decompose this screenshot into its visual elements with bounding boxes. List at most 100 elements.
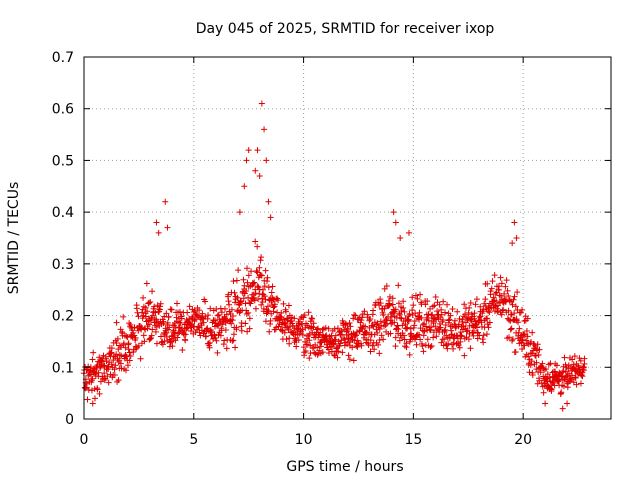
data-point bbox=[145, 299, 152, 306]
data-point bbox=[456, 315, 463, 322]
data-point bbox=[111, 366, 118, 373]
data-point bbox=[212, 317, 219, 324]
data-point bbox=[463, 328, 470, 335]
data-point bbox=[482, 302, 489, 309]
data-point bbox=[132, 334, 139, 341]
data-point bbox=[222, 326, 229, 333]
data-point bbox=[392, 219, 399, 226]
data-point bbox=[151, 303, 158, 310]
data-point bbox=[449, 306, 456, 313]
data-point bbox=[451, 317, 458, 324]
data-point bbox=[471, 315, 478, 322]
data-point bbox=[116, 357, 123, 364]
data-point bbox=[466, 330, 473, 337]
data-point bbox=[370, 307, 377, 314]
data-point bbox=[405, 229, 412, 236]
data-point bbox=[137, 355, 144, 362]
data-point bbox=[124, 334, 131, 341]
data-point bbox=[168, 306, 175, 313]
data-point bbox=[232, 344, 239, 351]
data-point bbox=[138, 324, 145, 331]
data-point bbox=[351, 311, 358, 318]
data-point bbox=[108, 361, 115, 368]
data-point bbox=[242, 300, 249, 307]
data-point bbox=[186, 303, 193, 310]
data-point bbox=[255, 296, 262, 303]
data-point bbox=[457, 332, 464, 339]
data-point bbox=[240, 295, 247, 302]
data-point bbox=[305, 309, 312, 316]
data-point bbox=[502, 283, 509, 290]
data-point bbox=[135, 313, 142, 320]
data-point bbox=[528, 358, 535, 365]
data-point bbox=[308, 315, 315, 322]
data-point bbox=[99, 358, 106, 365]
data-point bbox=[238, 298, 245, 305]
data-point bbox=[169, 343, 176, 350]
data-point bbox=[423, 323, 430, 330]
data-point bbox=[331, 352, 338, 359]
data-point bbox=[387, 330, 394, 337]
data-point bbox=[251, 279, 258, 286]
data-point bbox=[371, 346, 378, 353]
data-point bbox=[282, 320, 289, 327]
data-point bbox=[430, 334, 437, 341]
data-point bbox=[135, 342, 142, 349]
data-point bbox=[291, 315, 298, 322]
data-point bbox=[122, 367, 129, 374]
data-point bbox=[479, 336, 486, 343]
data-point bbox=[307, 342, 314, 349]
data-point bbox=[313, 326, 320, 333]
data-point bbox=[519, 306, 526, 313]
data-point bbox=[510, 296, 517, 303]
data-point bbox=[480, 332, 487, 339]
data-point bbox=[386, 293, 393, 300]
data-point bbox=[454, 308, 461, 315]
data-point bbox=[350, 357, 357, 364]
data-point bbox=[461, 301, 468, 308]
data-point bbox=[450, 334, 457, 341]
data-point bbox=[490, 294, 497, 301]
data-point bbox=[369, 342, 376, 349]
data-point bbox=[381, 305, 388, 312]
data-point bbox=[436, 301, 443, 308]
data-point bbox=[149, 288, 156, 295]
data-point bbox=[252, 305, 259, 312]
data-point bbox=[450, 345, 457, 352]
data-point bbox=[245, 309, 252, 316]
data-point bbox=[133, 305, 140, 312]
data-point bbox=[314, 325, 321, 332]
data-point bbox=[367, 337, 374, 344]
data-point bbox=[432, 294, 439, 300]
data-point bbox=[84, 396, 91, 403]
data-point bbox=[508, 325, 515, 332]
data-point bbox=[335, 348, 342, 355]
data-point bbox=[525, 353, 532, 360]
data-point bbox=[230, 331, 237, 338]
data-point bbox=[346, 356, 353, 363]
data-point bbox=[96, 390, 103, 397]
data-point bbox=[148, 332, 155, 339]
data-point bbox=[118, 365, 125, 372]
data-point bbox=[110, 357, 117, 364]
data-point bbox=[503, 277, 510, 284]
data-point bbox=[87, 367, 94, 374]
data-point bbox=[473, 324, 480, 331]
data-point bbox=[358, 317, 365, 324]
data-point bbox=[225, 298, 232, 305]
data-point bbox=[456, 344, 463, 351]
data-point bbox=[411, 318, 418, 325]
data-point bbox=[577, 380, 584, 387]
data-point bbox=[548, 387, 555, 394]
data-point bbox=[433, 333, 440, 340]
data-point bbox=[403, 344, 410, 351]
data-point bbox=[392, 306, 399, 313]
data-point bbox=[258, 100, 265, 107]
data-point bbox=[447, 312, 454, 319]
data-point bbox=[442, 322, 449, 329]
data-point bbox=[122, 344, 129, 351]
data-point bbox=[261, 126, 268, 133]
data-point bbox=[230, 278, 237, 285]
data-point bbox=[244, 328, 251, 335]
data-point bbox=[176, 308, 183, 315]
